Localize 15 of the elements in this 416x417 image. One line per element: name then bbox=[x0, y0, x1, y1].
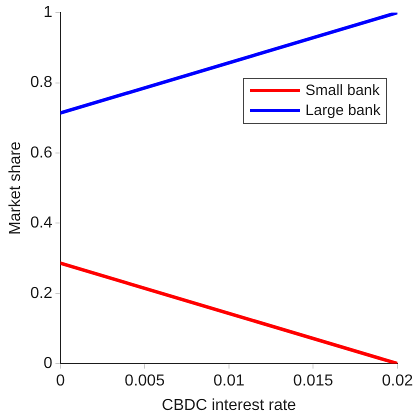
x-tick-label: 0.005 bbox=[124, 372, 165, 390]
y-tick-label: 1 bbox=[44, 4, 53, 22]
y-tick-label: 0.4 bbox=[30, 214, 53, 232]
x-tick-label: 0.01 bbox=[213, 372, 245, 390]
y-axis-title: Market share bbox=[7, 141, 24, 235]
legend-label: Small bank bbox=[305, 82, 380, 100]
y-tick-label: 0.2 bbox=[30, 284, 53, 302]
y-tick-label: 0.6 bbox=[30, 144, 53, 162]
x-tick-label: 0 bbox=[56, 372, 65, 390]
y-tick-label: 0 bbox=[44, 355, 53, 372]
y-tick-label: 0.8 bbox=[30, 74, 53, 92]
x-tick-label: 0.015 bbox=[293, 372, 334, 390]
x-axis-title: CBDC interest rate bbox=[162, 396, 296, 414]
legend-label: Large bank bbox=[305, 102, 380, 120]
x-tick-label: 0.02 bbox=[382, 372, 414, 390]
